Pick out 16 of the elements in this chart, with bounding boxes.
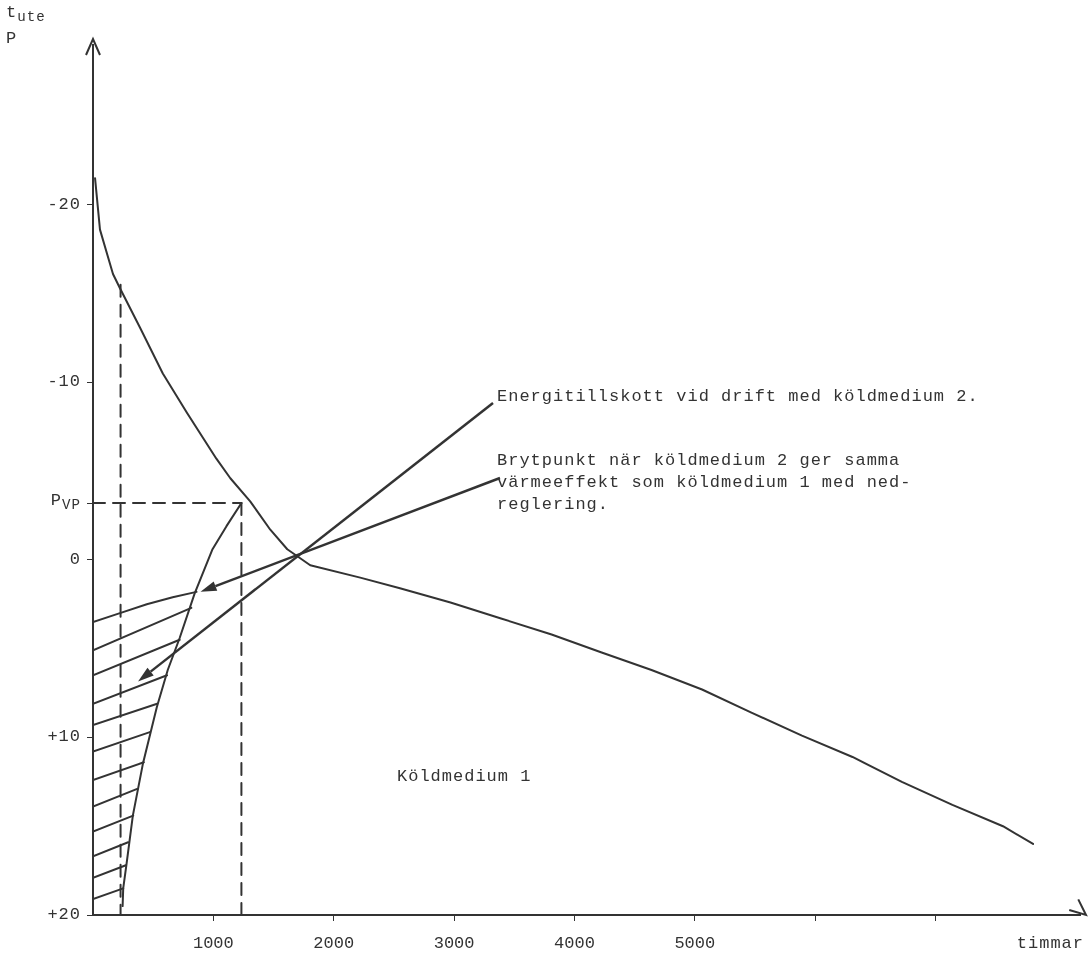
annotation: Energitillskott vid drift med köldmedium 2.: [497, 386, 979, 408]
x-tick-label: 3000: [433, 933, 475, 953]
annotation: Brytpunkt när köldmedium 2 ger samma värmeeffekt som köldmedium 1 med ned- reglering.: [497, 450, 912, 516]
y-tick-label: +20: [47, 904, 81, 926]
annotation: Köldmedium 1: [397, 766, 532, 788]
x-axis-title: timmar: [1016, 933, 1084, 955]
y-tick-label: +10: [47, 726, 81, 749]
y-tick-label: -10: [47, 371, 81, 394]
y-tick-label: P$_{VP}$: [50, 490, 81, 516]
x-tick-label: 4000: [554, 933, 595, 953]
x-tick-label: 2000: [313, 933, 355, 953]
y-tick-label: 0: [69, 548, 81, 571]
y-axis-title: t$_{ute}$ P: [6, 2, 46, 51]
x-tick-label: 5000: [674, 933, 716, 953]
y-tick-label: -20: [47, 193, 81, 216]
x-tick-label: 1000: [192, 933, 234, 953]
